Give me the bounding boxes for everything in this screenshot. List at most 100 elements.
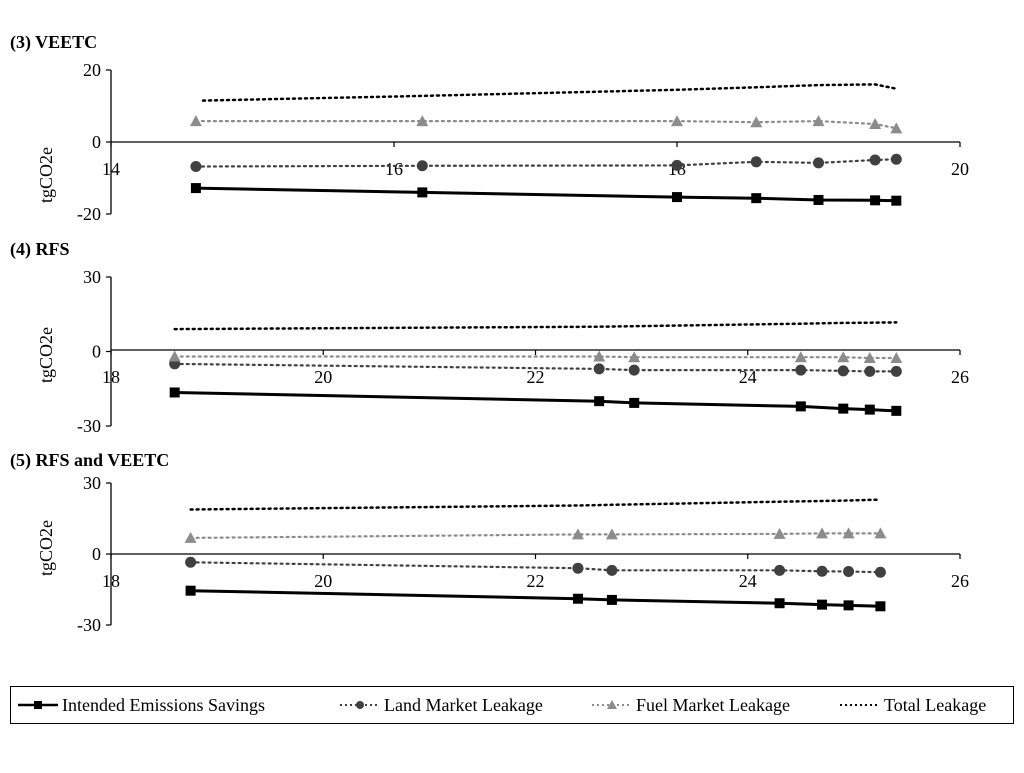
- series-line-total-leakage: [189, 498, 882, 511]
- y-axis-label: tgCO2e: [36, 327, 56, 383]
- y-tick-label: -30: [77, 615, 101, 635]
- data-point-land-market-leakage: [874, 566, 886, 578]
- legend-label-total-leakage: Total Leakage: [884, 695, 986, 715]
- data-point-fuel-market-leakage: [842, 527, 855, 539]
- y-tick-label: 20: [83, 60, 101, 80]
- x-tick-label: 22: [527, 367, 545, 387]
- data-point-intended-emissions-savings: [891, 405, 902, 416]
- legend-marker-fuel-market-leakage: [607, 700, 617, 709]
- y-tick-label: 0: [92, 132, 101, 152]
- data-point-intended-emissions-savings: [843, 600, 854, 611]
- series-line-total-leakage: [173, 321, 898, 331]
- data-point-intended-emissions-savings: [875, 601, 886, 612]
- legend-label-land-market-leakage: Land Market Leakage: [384, 695, 543, 715]
- data-point-fuel-market-leakage: [184, 531, 197, 543]
- legend-marker-land-market-leakage: [356, 701, 364, 709]
- data-point-intended-emissions-savings: [185, 585, 196, 596]
- panel-title: (5) RFS and VEETC: [10, 450, 169, 471]
- data-point-fuel-market-leakage: [816, 527, 829, 539]
- y-axis-label: tgCO2e: [36, 147, 56, 203]
- series-line-intended-emissions-savings: [195, 186, 897, 203]
- x-tick-label: 18: [102, 367, 120, 387]
- data-point-fuel-market-leakage: [812, 115, 825, 127]
- panel-title: (4) RFS: [10, 239, 70, 260]
- x-tick-label: 22: [527, 571, 545, 591]
- legend-label-intended-emissions-savings: Intended Emissions Savings: [62, 695, 265, 715]
- data-point-fuel-market-leakage: [869, 118, 882, 129]
- data-point-intended-emissions-savings: [795, 401, 806, 412]
- data-point-intended-emissions-savings: [817, 599, 828, 610]
- data-point-land-market-leakage: [190, 160, 202, 172]
- x-tick-label: 26: [951, 571, 969, 591]
- series-line-total-leakage: [201, 83, 898, 102]
- data-point-fuel-market-leakage: [837, 351, 850, 363]
- x-tick-label: 20: [314, 367, 332, 387]
- y-tick-label: 0: [92, 544, 101, 564]
- data-point-fuel-market-leakage: [571, 528, 584, 540]
- legend-items: Intended Emissions Savings Land Market Le…: [18, 695, 986, 715]
- data-point-intended-emissions-savings: [813, 194, 824, 205]
- data-point-land-market-leakage: [572, 562, 584, 574]
- data-point-land-market-leakage: [864, 365, 876, 377]
- y-tick-label: 30: [83, 267, 101, 287]
- data-point-fuel-market-leakage: [416, 115, 429, 127]
- data-point-intended-emissions-savings: [606, 594, 617, 605]
- data-point-intended-emissions-savings: [864, 404, 875, 415]
- data-point-intended-emissions-savings: [891, 195, 902, 206]
- data-point-intended-emissions-savings: [672, 192, 682, 203]
- data-point-fuel-market-leakage: [189, 115, 202, 127]
- data-point-land-market-leakage: [671, 159, 683, 171]
- data-point-land-market-leakage: [416, 160, 428, 172]
- y-axis-label: tgCO2e: [36, 520, 56, 576]
- data-point-land-market-leakage: [816, 565, 828, 577]
- data-point-land-market-leakage: [837, 365, 849, 377]
- x-tick-label: 20: [951, 159, 969, 179]
- data-point-land-market-leakage: [593, 363, 605, 375]
- data-point-land-market-leakage: [750, 156, 762, 168]
- x-tick-label: 24: [739, 367, 757, 387]
- data-point-intended-emissions-savings: [774, 598, 785, 609]
- data-point-land-market-leakage: [890, 153, 902, 165]
- x-tick-label: 14: [102, 159, 120, 179]
- data-point-fuel-market-leakage: [605, 528, 618, 540]
- data-point-fuel-market-leakage: [890, 351, 903, 363]
- data-point-fuel-market-leakage: [863, 351, 876, 363]
- data-point-fuel-market-leakage: [671, 115, 683, 127]
- data-point-fuel-market-leakage: [794, 351, 807, 363]
- data-point-land-market-leakage: [795, 364, 807, 376]
- x-tick-label: 18: [102, 571, 120, 591]
- data-point-land-market-leakage: [843, 566, 855, 578]
- x-tick-label: 26: [951, 367, 969, 387]
- x-tick-label: 20: [314, 571, 332, 591]
- legend-marker-intended-emissions-savings: [34, 701, 42, 709]
- y-tick-label: 30: [83, 473, 101, 493]
- data-point-fuel-market-leakage: [773, 527, 786, 539]
- data-point-fuel-market-leakage: [168, 350, 181, 362]
- data-point-intended-emissions-savings: [629, 397, 640, 408]
- panel-title: (3) VEETC: [10, 32, 97, 53]
- data-point-land-market-leakage: [774, 564, 786, 576]
- x-tick-label: 16: [385, 159, 403, 179]
- series-line-intended-emissions-savings: [174, 391, 897, 413]
- data-point-land-market-leakage: [628, 364, 640, 376]
- y-tick-label: -30: [77, 416, 101, 436]
- series-line-fuel-market-leakage: [173, 355, 898, 360]
- series-line-fuel-market-leakage: [194, 119, 898, 130]
- series-line-land-market-leakage: [194, 158, 898, 168]
- data-point-land-market-leakage: [606, 564, 618, 576]
- data-point-fuel-market-leakage: [890, 122, 903, 134]
- y-tick-label: -20: [77, 204, 101, 224]
- data-point-intended-emissions-savings: [594, 396, 605, 407]
- data-point-intended-emissions-savings: [838, 403, 849, 414]
- chart-panel-2: (4) RFS tgCO2e 30 0 -30 18 20 22 24 26: [10, 239, 969, 436]
- data-point-fuel-market-leakage: [593, 350, 606, 362]
- legend-label-fuel-market-leakage: Fuel Market Leakage: [636, 695, 790, 715]
- legend: [10, 686, 1014, 724]
- data-point-fuel-market-leakage: [750, 116, 763, 128]
- data-point-intended-emissions-savings: [417, 187, 428, 198]
- data-point-intended-emissions-savings: [572, 593, 583, 604]
- y-tick-label: 0: [92, 342, 101, 362]
